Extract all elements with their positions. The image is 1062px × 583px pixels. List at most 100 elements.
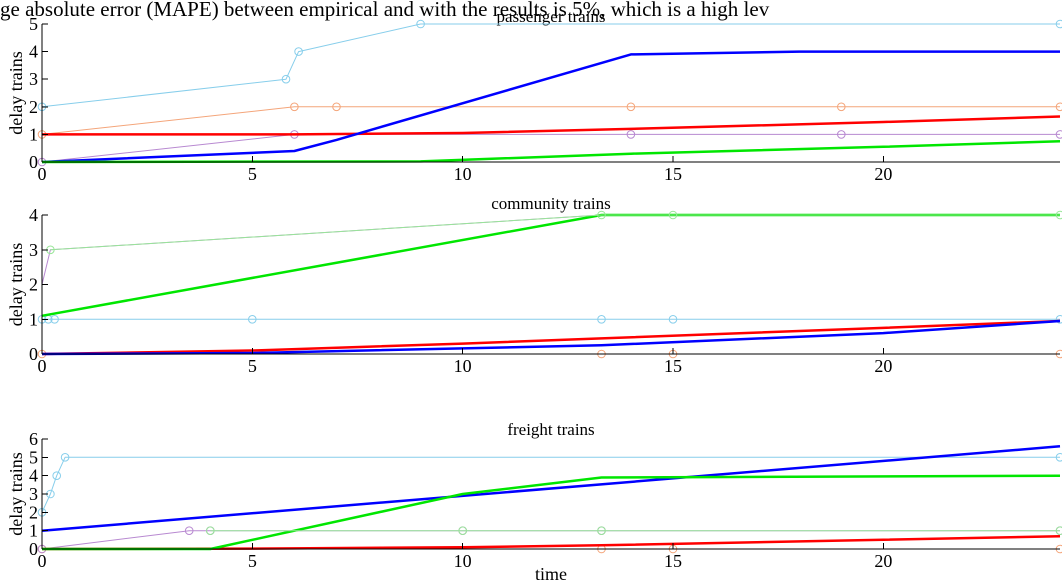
data-point (248, 315, 257, 324)
data-point (1055, 315, 1062, 324)
data-point (1055, 102, 1062, 112)
y-tick-label: 4 (29, 42, 38, 62)
series-line (50, 214, 1060, 251)
y-axis-label: delay trains (6, 51, 26, 134)
caption-fragment: ge absolute error (MAPE) between empiric… (0, 0, 770, 21)
x-tick-label: 10 (454, 356, 472, 376)
data-point (837, 130, 846, 139)
data-point (206, 526, 215, 536)
x-axis-label: time (535, 564, 567, 583)
data-point (1055, 19, 1062, 29)
data-point (52, 471, 62, 481)
data-point (416, 19, 425, 29)
data-point (184, 526, 194, 536)
series-7 (46, 210, 1062, 255)
y-tick-label: 5 (29, 447, 38, 467)
series-4 (41, 534, 1061, 551)
x-tick-label: 5 (248, 551, 257, 571)
y-tick-label: 1 (29, 124, 38, 144)
x-tick-label: 15 (664, 356, 682, 376)
series-line (41, 50, 1060, 164)
data-point (294, 47, 303, 56)
series-line (41, 445, 1061, 532)
series-line (41, 319, 1061, 356)
y-tick-label: 6 (29, 429, 38, 449)
data-point (597, 210, 606, 220)
x-tick-label: 15 (664, 164, 682, 184)
y-tick-label: 1 (29, 521, 38, 541)
x-tick-label: 0 (38, 356, 47, 376)
series-5 (41, 50, 1060, 164)
x-tick-label: 20 (874, 551, 892, 571)
data-point (668, 210, 678, 220)
series-line (41, 456, 1060, 513)
y-tick-label: 4 (29, 205, 38, 225)
data-point (597, 526, 606, 536)
series-line (41, 133, 1060, 163)
series-line (42, 115, 1061, 136)
y-tick-label: 0 (29, 344, 38, 364)
series-5 (41, 319, 1061, 356)
data-point (626, 102, 636, 112)
series-line (41, 106, 1060, 135)
y-tick-label: 2 (29, 275, 38, 295)
data-point (668, 315, 678, 324)
y-tick-label: 1 (29, 309, 38, 329)
subplot-title: passenger trains (496, 7, 605, 26)
series-3 (41, 214, 1060, 285)
x-tick-label: 0 (38, 164, 47, 184)
data-point (290, 102, 299, 112)
data-point (60, 453, 70, 462)
data-point (1055, 453, 1062, 462)
x-tick-label: 15 (664, 551, 682, 571)
y-axis-label: delay trains (6, 452, 26, 535)
series-line (41, 319, 1061, 356)
series-1 (37, 19, 1062, 112)
x-tick-label: 20 (874, 356, 892, 376)
x-tick-label: 5 (248, 356, 257, 376)
series-5 (41, 445, 1061, 532)
data-point (626, 130, 636, 139)
y-tick-label: 3 (29, 240, 38, 260)
data-point (1055, 526, 1062, 535)
data-point (50, 315, 59, 324)
series-4 (41, 319, 1061, 356)
series-2 (37, 102, 1062, 139)
y-tick-label: 3 (29, 484, 38, 504)
y-tick-label: 0 (29, 152, 38, 172)
y-axis-label: delay trains (6, 243, 26, 326)
subplot-title: community trains (491, 194, 610, 213)
series-line (41, 213, 1060, 318)
y-tick-label: 2 (29, 502, 38, 522)
y-tick-label: 4 (29, 466, 38, 486)
y-tick-label: 5 (29, 14, 38, 34)
x-tick-label: 0 (38, 551, 47, 571)
series-line (41, 140, 1061, 164)
y-tick-label: 0 (29, 539, 38, 559)
series-line (41, 23, 1060, 108)
y-tick-label: 3 (29, 69, 38, 89)
series-line (41, 534, 1061, 551)
series-line (42, 474, 1061, 551)
x-tick-label: 5 (248, 164, 257, 184)
data-point (332, 102, 341, 112)
series-4 (42, 115, 1061, 136)
data-point (1055, 130, 1062, 139)
series-6 (42, 474, 1061, 551)
series-7 (206, 526, 1062, 536)
series-6 (41, 213, 1060, 318)
x-tick-label: 10 (454, 164, 472, 184)
data-point (281, 74, 291, 84)
data-point (458, 526, 468, 536)
data-point (837, 102, 846, 112)
series-6 (41, 140, 1061, 164)
data-point (597, 315, 606, 324)
series-line (41, 214, 1060, 285)
x-tick-label: 20 (874, 164, 892, 184)
series-1 (37, 315, 1062, 324)
